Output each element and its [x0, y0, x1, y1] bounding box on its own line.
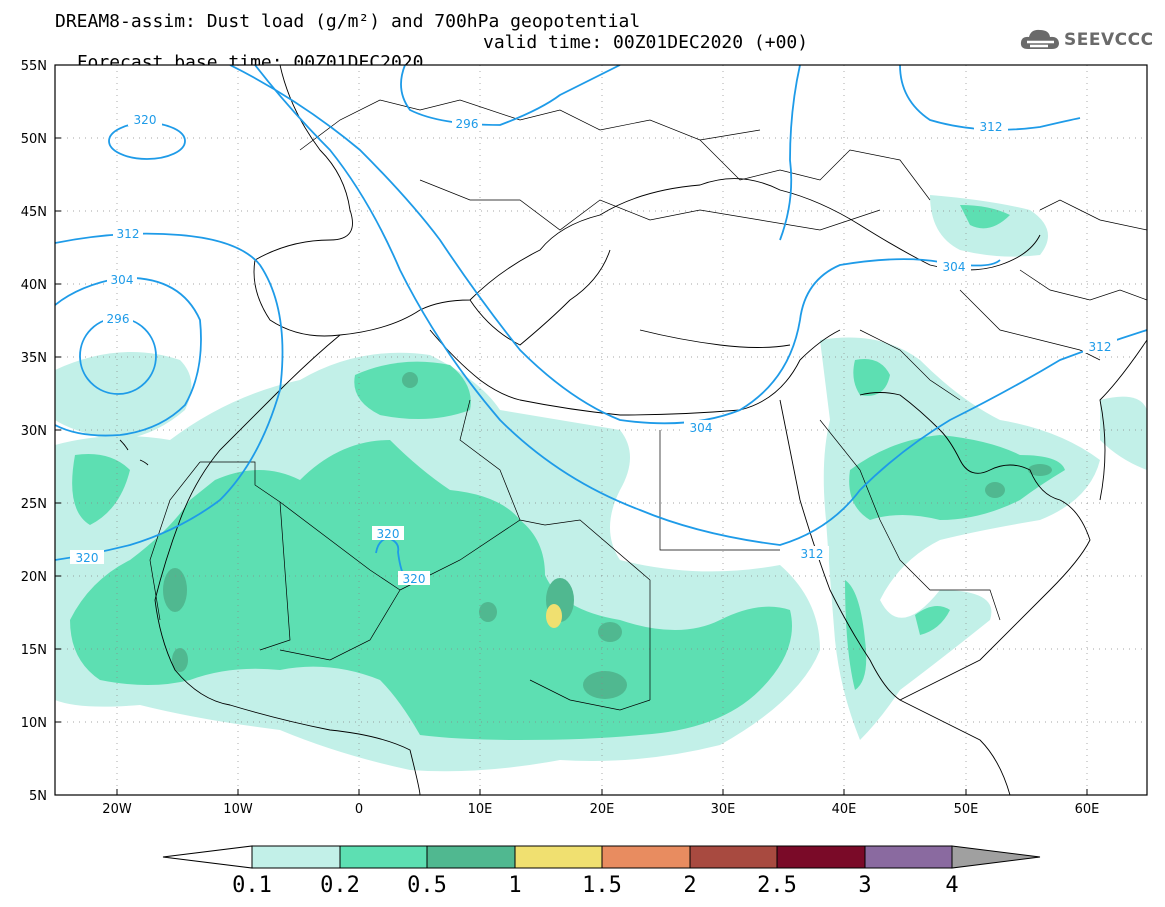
logo-text: SEEVCCC	[1064, 30, 1154, 50]
contour-label: 320	[76, 551, 99, 565]
colorbar-high-triangle	[951, 845, 1041, 869]
colorbar-low-triangle	[162, 845, 253, 869]
lat-label: 30N	[21, 424, 47, 439]
colorbar-labels: 0.1 0.2 0.5 1 1.5 2 2.5 3 4	[232, 873, 959, 898]
lon-label: 60E	[1075, 802, 1100, 817]
cloud-icon	[1020, 29, 1059, 49]
lat-label: 25N	[21, 497, 47, 512]
colorbar-swatch	[776, 845, 866, 869]
valid-time: valid time: 00Z01DEC2020 (+00)	[483, 32, 809, 53]
contour-label: 312	[980, 120, 1003, 134]
lat-label: 50N	[21, 132, 47, 147]
colorbar-label: 0.1	[232, 873, 272, 898]
lat-label: 15N	[21, 643, 47, 658]
colorbar-label: 0.2	[320, 873, 360, 898]
lon-label: 0	[355, 802, 363, 817]
colorbar-label: 2	[683, 873, 696, 898]
seevccc-logo: SEEVCCC	[1018, 24, 1154, 56]
contour-labels: 320 312 304 296 296 312 304 312 304 312 …	[70, 112, 1117, 586]
lat-axis	[55, 64, 61, 796]
lat-label: 40N	[21, 278, 47, 293]
dust-peak	[546, 604, 562, 628]
chart-title: DREAM8-assim: Dust load (g/m²) and 700hP…	[55, 11, 641, 32]
contour-label: 312	[1089, 340, 1112, 354]
contour-label: 296	[107, 312, 130, 326]
dust-field-medium	[70, 205, 1065, 740]
lat-label: 55N	[21, 59, 47, 74]
lon-label: 20W	[102, 802, 132, 817]
colorbar-label: 4	[945, 873, 958, 898]
coastlines	[119, 65, 1147, 795]
colorbar-label: 1	[508, 873, 521, 898]
lat-label: 20N	[21, 570, 47, 585]
colorbar-swatch	[426, 845, 516, 869]
lon-label: 20E	[590, 802, 615, 817]
lon-label: 50E	[954, 802, 979, 817]
colorbar-label: 0.5	[407, 873, 447, 898]
lon-label: 10E	[468, 802, 493, 817]
contour-label: 304	[943, 260, 966, 274]
lon-labels: 20W 10W 0 10E 20E 30E 40E 50E 60E	[102, 802, 1099, 817]
contour-label: 312	[117, 227, 140, 241]
colorbar-swatch	[514, 845, 603, 869]
lat-labels: 55N 50N 45N 40N 35N 30N 25N 20N 15N 10N …	[21, 59, 47, 804]
lat-label: 10N	[21, 716, 47, 731]
contour-label: 320	[403, 572, 426, 586]
colorbar-label: 2.5	[757, 873, 797, 898]
lon-label: 10W	[223, 802, 253, 817]
colorbar-label: 3	[858, 873, 871, 898]
contour-label: 304	[690, 421, 713, 435]
contour-label: 320	[134, 113, 157, 127]
contour-label: 296	[456, 117, 479, 131]
lon-axis	[116, 789, 1088, 795]
lat-label: 5N	[29, 789, 47, 804]
contour-label: 304	[111, 273, 134, 287]
contour-label: 312	[801, 547, 824, 561]
colorbar-swatch	[864, 845, 953, 869]
colorbar-swatch	[339, 845, 428, 869]
colorbar-swatch	[689, 845, 778, 869]
contour-label: 320	[377, 527, 400, 541]
lat-label: 45N	[21, 205, 47, 220]
graticule	[55, 65, 1147, 795]
colorbar	[162, 845, 1041, 869]
lon-label: 30E	[711, 802, 736, 817]
lat-label: 35N	[21, 351, 47, 366]
colorbar-swatch	[251, 845, 341, 869]
colorbar-label: 1.5	[582, 873, 622, 898]
lon-label: 40E	[832, 802, 857, 817]
map-area: 320 312 304 296 296 312 304 312 304 312 …	[55, 65, 1147, 795]
colorbar-swatch	[601, 845, 691, 869]
